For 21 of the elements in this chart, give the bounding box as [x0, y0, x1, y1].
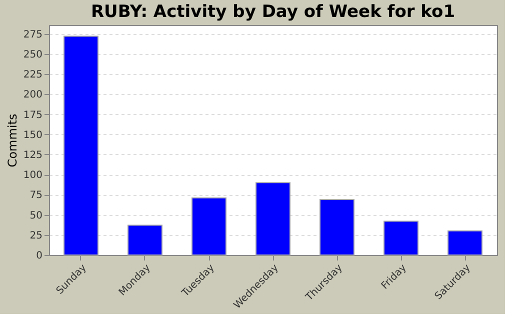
y-tick-label: 275: [23, 29, 42, 40]
bar: [64, 36, 98, 256]
bar: [192, 197, 226, 256]
y-tick-label: 175: [23, 110, 42, 121]
y-axis-title: Commits: [5, 114, 20, 168]
y-tick-label: 200: [23, 90, 42, 101]
chart-title: RUBY: Activity by Day of Week for ko1: [90, 2, 456, 22]
bar: [384, 220, 418, 256]
y-tick-label: 250: [23, 49, 42, 60]
bar: [128, 224, 162, 256]
y-tick-label: 25: [30, 230, 42, 242]
y-tick-label: 50: [30, 210, 42, 222]
y-tick-label: 75: [30, 190, 42, 202]
y-tick-label: 125: [23, 150, 42, 161]
bar: [448, 230, 482, 256]
y-tick-label: 225: [23, 70, 42, 81]
y-tick-label: 100: [23, 170, 42, 182]
bar: [256, 182, 290, 256]
y-tick-label: 0: [36, 250, 42, 262]
bar: [320, 199, 354, 256]
y-tick-label: 150: [23, 130, 42, 141]
